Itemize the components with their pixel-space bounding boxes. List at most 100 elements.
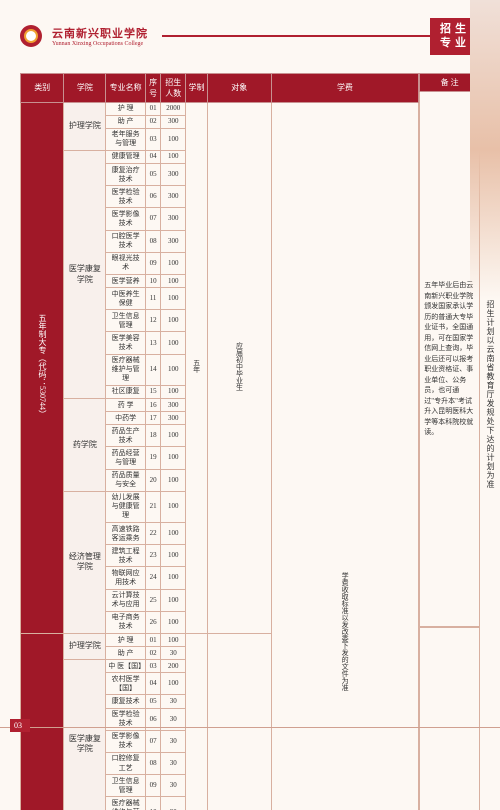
majors-table: 类别学院专业名称序号招生人数学制对象学费 五年制大专（代码：530744）护理学… — [20, 73, 419, 810]
cell-seq: 03 — [145, 128, 161, 150]
college-cell: 药学院 — [64, 399, 106, 492]
cell-name: 护 理 — [106, 102, 145, 115]
cell-num: 30 — [161, 647, 186, 660]
cell-seq: 05 — [145, 695, 161, 708]
cell-num: 2000 — [161, 102, 186, 115]
cell-name: 助 产 — [106, 115, 145, 128]
col-header: 学制 — [186, 73, 208, 102]
cell-name: 药 学 — [106, 399, 145, 412]
cell-seq: 07 — [145, 730, 161, 752]
cell-num: 100 — [161, 332, 186, 354]
col-header: 对象 — [207, 73, 271, 102]
page-number: 03 — [10, 719, 30, 732]
col-header: 类别 — [21, 73, 64, 102]
cell-num: 100 — [161, 491, 186, 522]
cell-num: 100 — [161, 469, 186, 491]
cell-name: 农村医学【国】 — [106, 673, 145, 695]
cell-num: 300 — [161, 164, 186, 186]
cell-name: 老年服务与管理 — [106, 128, 145, 150]
cell-num: 300 — [161, 186, 186, 208]
cell-num: 100 — [161, 673, 186, 695]
cell-num: 100 — [161, 523, 186, 545]
cell-num: 30 — [161, 695, 186, 708]
college-cell: 医学康复学院 — [64, 150, 106, 398]
cell-num: 30 — [161, 797, 186, 810]
cell-seq: 17 — [145, 412, 161, 425]
cell-seq: 11 — [145, 288, 161, 310]
cell-num: 300 — [161, 399, 186, 412]
cell-name: 助 产 — [106, 647, 145, 660]
cell-seq: 24 — [145, 567, 161, 589]
cell-seq: 14 — [145, 354, 161, 385]
college-cell: 经济管理学院 — [64, 491, 106, 633]
cell-num: 100 — [161, 354, 186, 385]
cell-name: 社区康复 — [106, 385, 145, 398]
side-note: 招生计划以云南省教育厅发规处下达的计划为准 — [485, 300, 496, 489]
cell-name: 医学影像技术 — [106, 208, 145, 230]
cell-name: 护 理 — [106, 634, 145, 647]
col-header: 学费 — [271, 73, 419, 102]
cell-seq: 16 — [145, 399, 161, 412]
bottom-rule — [0, 727, 500, 728]
cell-name: 中医养生保健 — [106, 288, 145, 310]
cell-num: 30 — [161, 752, 186, 774]
cell-seq: 15 — [145, 385, 161, 398]
cell-name: 建筑工程技术 — [106, 545, 145, 567]
school-logo — [20, 25, 42, 47]
school-name-en: Yunnan Xinxing Occupations College — [52, 41, 148, 47]
header-rule — [162, 35, 444, 37]
cell-name: 康复技术 — [106, 695, 145, 708]
cell-seq: 09 — [145, 252, 161, 274]
cell-num: 300 — [161, 412, 186, 425]
cell-name: 康复治疗技术 — [106, 164, 145, 186]
cell-seq: 04 — [145, 673, 161, 695]
cell-name: 物联网应用技术 — [106, 567, 145, 589]
cell-seq: 19 — [145, 447, 161, 469]
col-header: 学院 — [64, 73, 106, 102]
cell-num: 100 — [161, 150, 186, 163]
cell-name: 幼儿发展与健康管理 — [106, 491, 145, 522]
cell-seq: 01 — [145, 102, 161, 115]
cell-seq: 01 — [145, 634, 161, 647]
cell-num: 100 — [161, 447, 186, 469]
cell-seq: 08 — [145, 230, 161, 252]
col-header: 招生人数 — [161, 73, 186, 102]
cell-seq: 06 — [145, 186, 161, 208]
duration-cell: 五年 — [186, 102, 208, 633]
college-cell: 医学康复学院 — [64, 660, 106, 810]
col-header: 专业名称 — [106, 73, 145, 102]
cell-seq: 05 — [145, 164, 161, 186]
cell-seq: 12 — [145, 310, 161, 332]
fee-cell: 学费收取标准以发改委下发的文件为准 — [271, 102, 419, 810]
cell-num: 100 — [161, 634, 186, 647]
cell-num: 100 — [161, 275, 186, 288]
cell-name: 医学影像技术 — [106, 730, 145, 752]
cell-seq: 08 — [145, 752, 161, 774]
cell-num: 30 — [161, 775, 186, 797]
cell-seq: 25 — [145, 589, 161, 611]
cell-seq: 23 — [145, 545, 161, 567]
cell-num: 300 — [161, 230, 186, 252]
cell-name: 医疗器械维护与管理 — [106, 354, 145, 385]
cell-name: 卫生信息管理 — [106, 310, 145, 332]
duration-cell: 三年 — [186, 634, 208, 810]
cell-name: 高速铁路客运乘务 — [106, 523, 145, 545]
header: 云南新兴职业学院 Yunnan Xinxing Occupations Coll… — [0, 0, 500, 63]
cell-seq: 21 — [145, 491, 161, 522]
cell-name: 云计算技术与应用 — [106, 589, 145, 611]
target-cell: 应、往届初中毕业生 — [207, 634, 271, 810]
college-cell: 护理学院 — [64, 634, 106, 660]
cell-name: 药品生产技术 — [106, 425, 145, 447]
cell-num: 100 — [161, 385, 186, 398]
cell-seq: 02 — [145, 647, 161, 660]
cell-name: 电子商务技术 — [106, 611, 145, 633]
cell-seq: 10 — [145, 275, 161, 288]
cell-name: 健康管理 — [106, 150, 145, 163]
cell-seq: 22 — [145, 523, 161, 545]
cell-name: 药品质量与安全 — [106, 469, 145, 491]
cell-name: 医学美容技术 — [106, 332, 145, 354]
cell-name: 药品经营与管理 — [106, 447, 145, 469]
cell-name: 卫生信息管理 — [106, 775, 145, 797]
cell-num: 200 — [161, 660, 186, 673]
cell-seq: 10 — [145, 797, 161, 810]
